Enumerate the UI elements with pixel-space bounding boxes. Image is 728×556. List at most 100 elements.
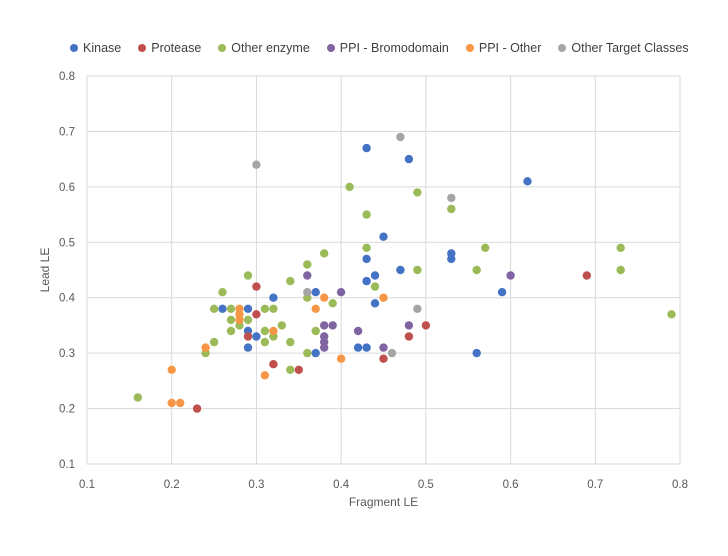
y-tick-label: 0.4	[59, 293, 76, 305]
point-other-enzyme	[328, 299, 337, 308]
point-other-enzyme	[226, 326, 236, 336]
point-ppi-bromodomain	[320, 321, 329, 330]
point-other-enzyme	[260, 337, 270, 347]
point-kinase	[362, 143, 371, 153]
point-kinase	[311, 288, 320, 297]
legend-marker	[70, 44, 78, 52]
point-other-enzyme	[413, 265, 422, 275]
point-other-enzyme	[209, 337, 219, 347]
y-tick-label: 0.6	[59, 182, 75, 194]
point-other-enzyme	[286, 365, 295, 374]
point-other-enzyme	[616, 243, 625, 252]
legend-item: Kinase	[70, 41, 121, 55]
plot-border	[86, 75, 681, 465]
point-ppi-other	[336, 354, 346, 363]
x-tick-label: 0.4	[333, 479, 350, 491]
point-ppi-other	[167, 365, 176, 374]
point-ppi-other	[260, 371, 270, 380]
point-protease	[404, 332, 414, 341]
point-kinase	[379, 232, 388, 241]
point-kinase	[269, 293, 278, 302]
point-protease	[421, 321, 431, 330]
x-tick-label: 0.6	[503, 479, 519, 491]
legend-item: PPI - Other	[465, 41, 542, 55]
point-protease	[269, 360, 278, 369]
point-other-target-classes	[447, 193, 456, 203]
point-ppi-bromodomain	[506, 271, 515, 280]
point-kinase	[497, 288, 507, 297]
x-tick-label: 0.1	[79, 479, 95, 491]
point-ppi-bromodomain	[353, 326, 363, 336]
point-other-enzyme	[260, 304, 270, 313]
point-kinase	[362, 276, 371, 286]
point-protease	[252, 310, 261, 319]
point-other-enzyme	[311, 326, 320, 336]
legend-label: Other Target Classes	[571, 41, 689, 55]
point-ppi-bromodomain	[303, 271, 312, 280]
point-kinase	[523, 177, 532, 186]
legend-label: PPI - Bromodomain	[339, 41, 449, 55]
point-ppi-other	[311, 304, 320, 313]
point-other-target-classes	[387, 348, 397, 358]
point-kinase	[243, 304, 253, 313]
point-protease	[192, 404, 202, 413]
point-other-enzyme	[303, 348, 312, 358]
point-other-target-classes	[413, 304, 422, 313]
legend-label: PPI - Other	[478, 41, 542, 55]
point-kinase	[396, 265, 405, 275]
point-kinase	[404, 154, 414, 164]
point-other-enzyme	[133, 393, 142, 402]
point-kinase	[447, 254, 456, 264]
y-tick-label: 0.2	[59, 404, 75, 416]
y-tick-label: 0.1	[59, 459, 75, 471]
point-other-enzyme	[616, 265, 625, 275]
point-other-enzyme	[413, 188, 422, 197]
point-protease	[379, 354, 388, 363]
point-other-enzyme	[243, 315, 253, 325]
point-ppi-other	[201, 343, 210, 352]
point-other-target-classes	[252, 160, 261, 169]
point-ppi-other	[320, 293, 329, 302]
legend-marker	[558, 44, 567, 52]
point-ppi-other	[176, 398, 185, 408]
point-kinase	[311, 348, 320, 358]
legend-item: Other enzyme	[218, 41, 310, 55]
y-tick-label: 0.8	[59, 71, 75, 83]
point-ppi-other	[167, 398, 176, 408]
point-kinase	[472, 348, 481, 358]
point-other-enzyme	[667, 310, 676, 319]
point-ppi-bromodomain	[336, 288, 346, 297]
legend-item: Other Target Classes	[558, 41, 689, 55]
legend-label: Other enzyme	[231, 41, 310, 55]
x-tick-label: 0.7	[587, 479, 603, 491]
x-tick-label: 0.5	[418, 479, 434, 491]
point-kinase	[353, 343, 363, 352]
point-ppi-bromodomain	[320, 343, 329, 352]
y-axis-title: Lead LE	[38, 248, 52, 293]
point-ppi-other	[235, 315, 244, 325]
point-other-enzyme	[370, 282, 380, 291]
y-tick-label: 0.3	[59, 348, 75, 360]
point-kinase	[252, 332, 261, 341]
point-other-enzyme	[345, 182, 354, 192]
point-other-enzyme	[226, 304, 236, 313]
point-ppi-other	[379, 293, 388, 302]
point-kinase	[218, 304, 227, 313]
point-kinase	[370, 299, 380, 308]
x-tick-label: 0.2	[164, 479, 180, 491]
point-ppi-other	[269, 326, 278, 336]
point-other-enzyme	[362, 210, 371, 219]
point-other-enzyme	[472, 265, 481, 275]
point-ppi-bromodomain	[404, 321, 414, 330]
point-kinase	[362, 254, 371, 264]
point-other-enzyme	[209, 304, 219, 313]
point-other-enzyme	[218, 288, 227, 297]
legend: Kinase Protease Other enzyme PPI - Bromodom…	[70, 41, 689, 55]
y-tick-label: 0.7	[59, 126, 75, 138]
x-tick-label: 0.8	[672, 479, 688, 491]
y-tick-label: 0.5	[59, 237, 75, 249]
point-ppi-bromodomain	[379, 343, 388, 352]
legend-label: Protease	[151, 41, 202, 55]
